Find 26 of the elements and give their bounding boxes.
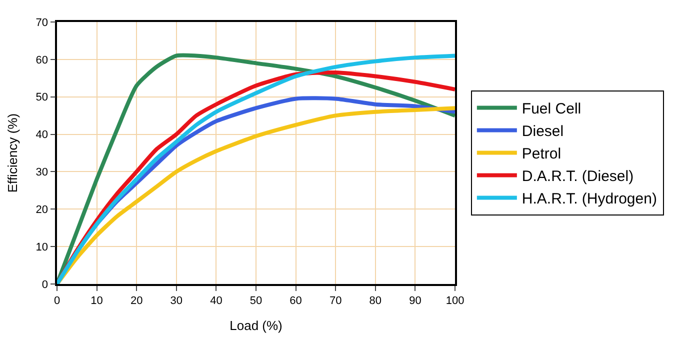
x-tick-label: 100 [446,294,464,307]
x-tick-label: 10 [90,294,103,307]
y-tick-label: 50 [36,92,48,104]
y-tick-label: 0 [42,278,48,291]
x-tick-label: 40 [210,294,222,307]
x-axis-title: Load (%) [230,318,282,334]
x-tick-label: 20 [130,294,143,307]
x-tick-label: 30 [170,294,183,307]
x-tick-label: 70 [329,294,342,307]
legend-label: H.A.R.T. (Hydrogen) [522,190,657,208]
y-tick-label: 30 [36,166,48,179]
x-tick-label: 50 [250,294,262,307]
y-tick-label: 20 [36,204,48,216]
x-tick-label: 0 [54,294,60,307]
x-tick-label: 90 [409,294,422,307]
legend-label: Diesel [522,123,564,140]
y-axis-title: Efficiency (%) [5,113,20,193]
legend-label: Fuel Cell [522,100,582,118]
y-tick-label: 40 [36,129,48,142]
y-tick-label: 60 [36,54,48,66]
legend-label: D.A.R.T. (Diesel) [522,168,634,186]
x-tick-label: 80 [369,294,382,307]
y-tick-label: 70 [36,16,48,29]
legend-label: Petrol [522,146,562,163]
y-tick-label: 10 [36,241,48,254]
x-tick-label: 60 [290,294,302,307]
